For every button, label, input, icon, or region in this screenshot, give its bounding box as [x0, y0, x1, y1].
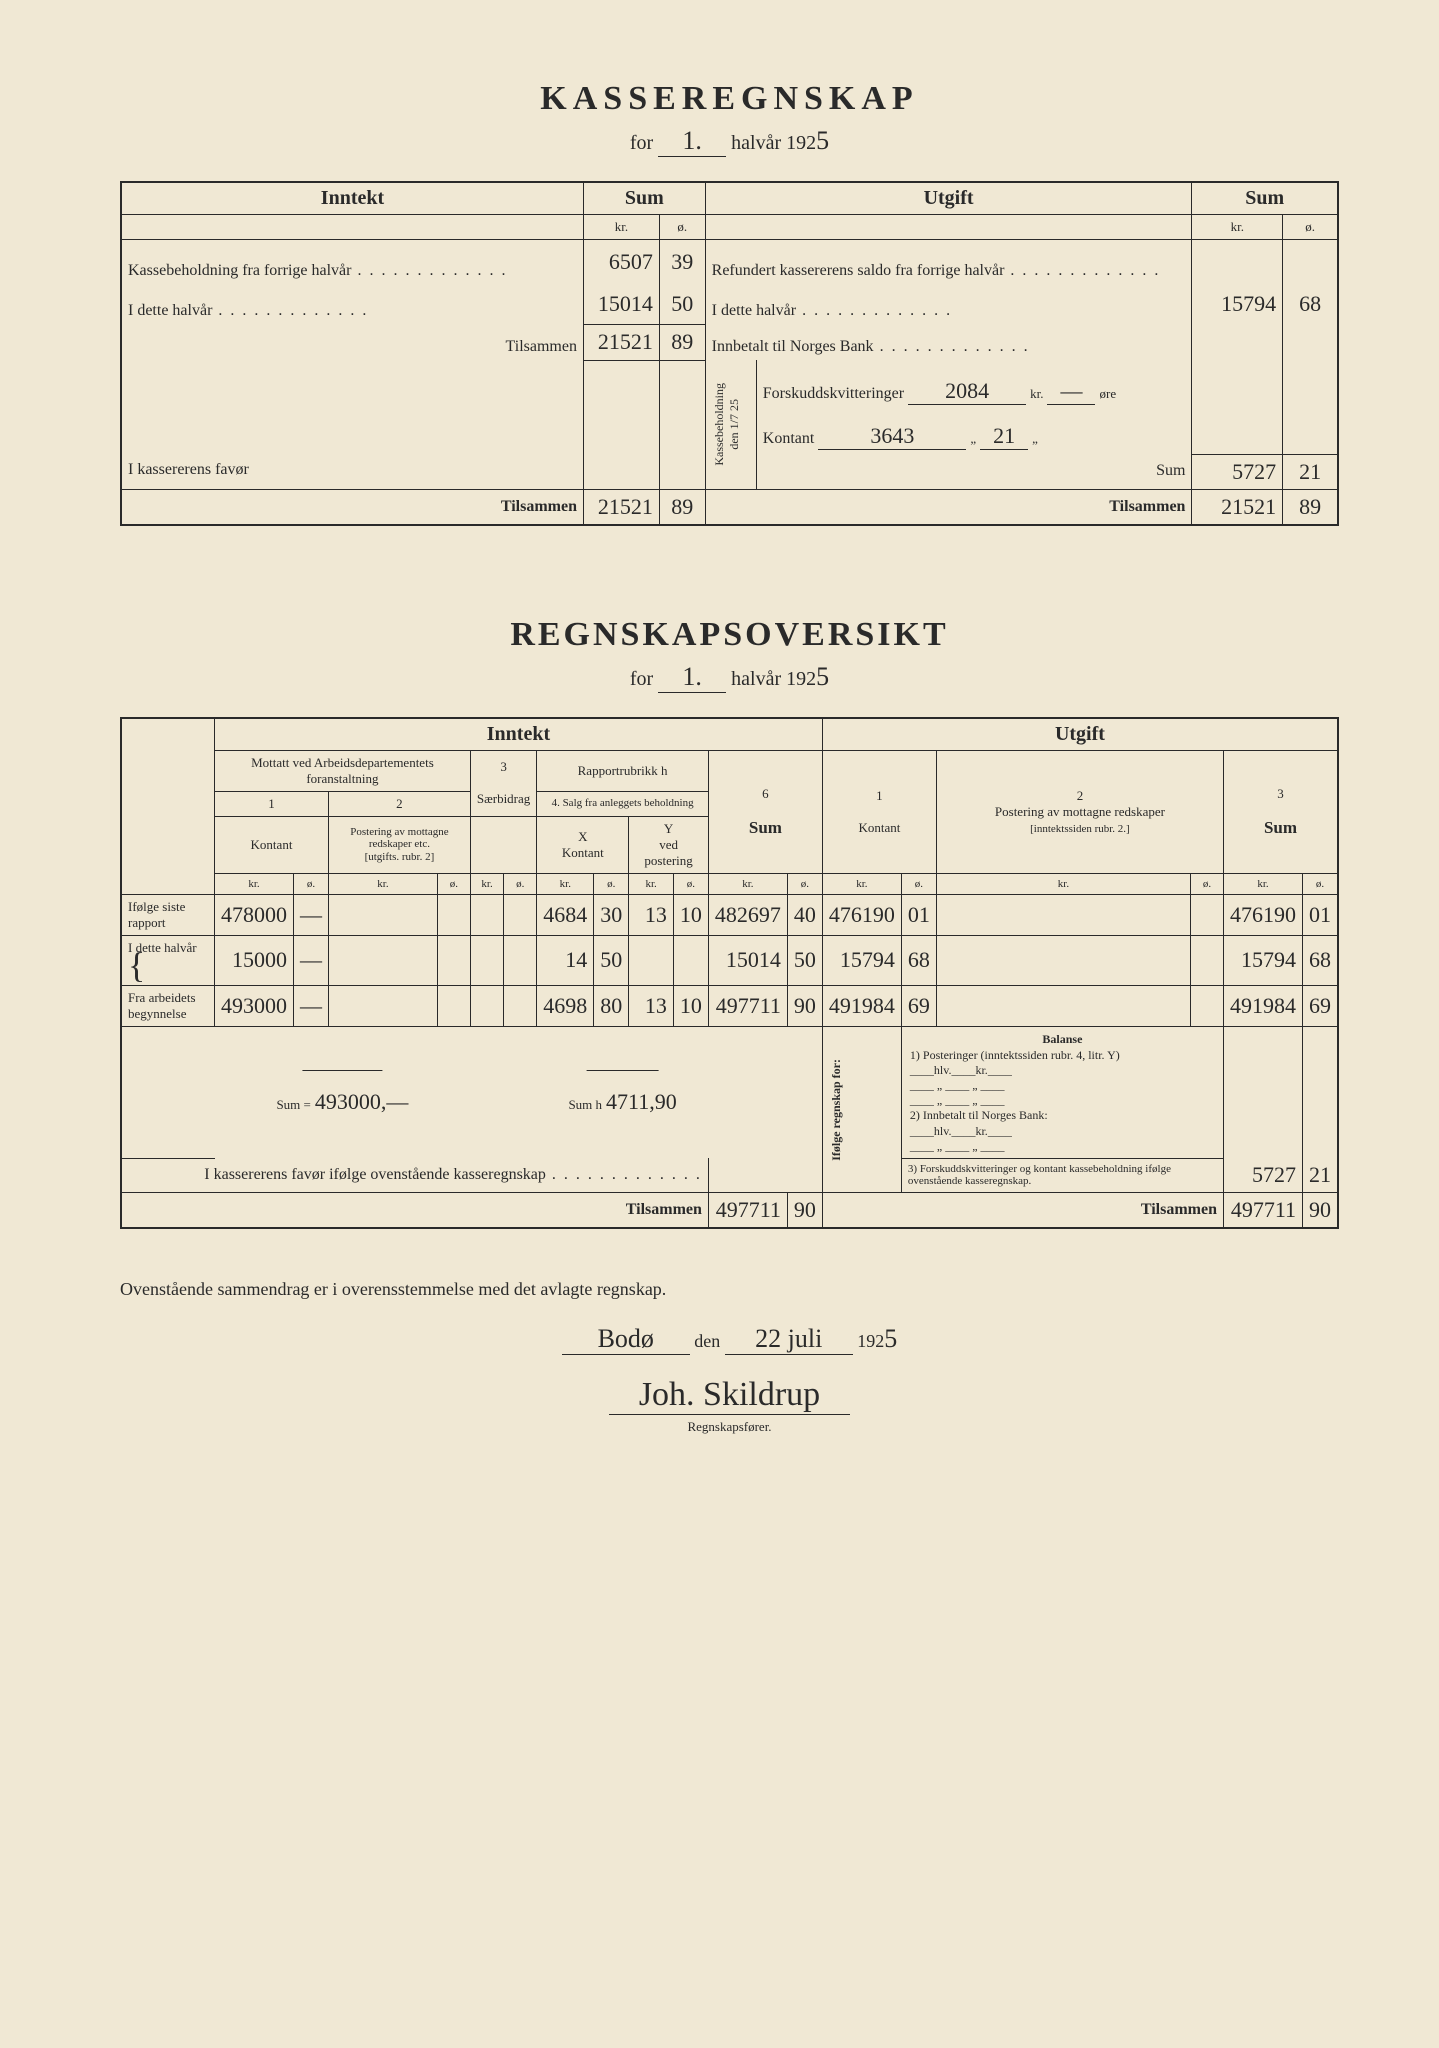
v-89: 89 [659, 324, 705, 360]
kontant-ore: 21 [980, 423, 1028, 450]
y-lbl: Yved postering [629, 816, 709, 873]
th2-inntekt: Inntekt [215, 718, 823, 751]
th2-utgift: Utgift [822, 718, 1338, 751]
regnskapsoversikt-table: Inntekt Utgift Mottatt ved Arbeidsdepart… [120, 717, 1339, 1230]
bal3-kr: 5727 [1223, 1158, 1302, 1193]
year-digit: 5 [816, 126, 829, 155]
signature-area: Bodø den 22 juli 1925 Joh. Skildrup Regn… [120, 1324, 1339, 1436]
ore-label: ø. [659, 215, 705, 240]
row-idette: I dette halvår [128, 302, 368, 319]
subtitle-1: for 1. halvår 1925 [120, 126, 1339, 157]
tils-l: Tilsammen [121, 1193, 708, 1229]
row-idette-r: I dette halvår [712, 302, 952, 319]
v-68: 68 [1283, 284, 1338, 324]
balanse-title: Balanse [906, 1031, 1219, 1048]
rapport-label: Rapportrubrikk h [537, 750, 709, 791]
v-15794: 15794 [1192, 284, 1283, 324]
sumeq: Sum = [276, 1097, 310, 1112]
forskudd-ore: — [1047, 378, 1095, 405]
favor-label: I kassererens favør ifølge ovenstående k… [204, 1166, 702, 1183]
u-col1: 1Kontant [822, 750, 936, 873]
tot-l-o: 89 [659, 489, 705, 525]
year-d: 5 [884, 1324, 897, 1353]
row-favor: I kassererens favør [128, 461, 249, 478]
bal3-o: 21 [1303, 1158, 1339, 1193]
place: Bodø [562, 1324, 690, 1355]
title-regnskapsoversikt: REGNSKAPSOVERSIKT [120, 616, 1339, 654]
tils2-kr: 497711 [1223, 1193, 1302, 1229]
table-row: I dette halvår { 15000— 1450 1501450 157… [121, 935, 1338, 985]
th-utgift: Utgift [705, 182, 1192, 215]
sum-5727: 5727 [1192, 454, 1283, 489]
forskudd-label: Forskuddskvitteringer [763, 385, 904, 402]
tot-l-kr: 21521 [583, 489, 659, 525]
table-row: Fra arbeidets begynnelse 493000— 469880 … [121, 985, 1338, 1026]
row-innbetalt: Innbetalt til Norges Bank [712, 338, 1030, 355]
balance-box: Balanse 1) Posteringer (inntektssiden ru… [906, 1031, 1219, 1154]
kr-unit: kr. [1030, 386, 1043, 401]
year-prefix: 192 [857, 1331, 884, 1351]
subtitle-2: for 1. halvår 1925 [120, 662, 1339, 693]
kontant-label: Kontant [763, 430, 815, 447]
for-label: for [630, 132, 653, 154]
tilsammen-left: Tilsammen [121, 324, 583, 360]
tils1-kr: 497711 [708, 1193, 787, 1229]
row-kassebeholdning: Kassebeholdning fra forrige halvår [128, 262, 507, 279]
kontant-lbl: Kontant [215, 816, 329, 873]
signature: Joh. Skildrup [609, 1376, 850, 1415]
tot-r-kr: 21521 [1192, 489, 1283, 525]
tils-r: Tilsammen [822, 1193, 1223, 1229]
sumh: Sum h [568, 1097, 602, 1112]
col3: 3Særbidrag [470, 750, 536, 816]
halvar-label: halvår 192 [731, 132, 816, 154]
v-50: 50 [659, 284, 705, 324]
ore-label-r: ø. [1283, 215, 1338, 240]
row-refundert: Refundert kassererens saldo fra forrige … [712, 262, 1161, 279]
ore-unit: øre [1099, 386, 1116, 401]
v-15014: 15014 [583, 284, 659, 324]
den: den [694, 1331, 720, 1351]
footer-text: Ovenstående sammendrag er i overensstemm… [120, 1279, 1339, 1300]
sum-label: Sum [756, 454, 1192, 489]
forskudd-kr: 2084 [908, 378, 1026, 405]
th-sum-left: Sum [583, 182, 705, 215]
u-col2: 2Postering av mottagne redskaper[inntekt… [936, 750, 1223, 873]
th-inntekt: Inntekt [121, 182, 583, 215]
postering-lbl: Postering av mottagne redskaper etc.[utg… [329, 816, 471, 873]
date: 22 juli [725, 1324, 853, 1355]
v-39: 39 [659, 240, 705, 285]
role: Regnskapsfører. [687, 1419, 771, 1434]
v-6507: 6507 [583, 240, 659, 285]
kassebeholdning-vertical: Kassebeholdningden 1/7 25 [712, 383, 742, 466]
sub-2: 2 [329, 791, 471, 816]
ifolge-vertical: Ifølge regnskap for: [829, 1059, 844, 1161]
sum-21: 21 [1283, 454, 1338, 489]
title-kasseregnskap: KASSEREGNSKAP [120, 80, 1339, 118]
tilsammen-bl: Tilsammen [121, 489, 583, 525]
halvar-number: 1. [658, 126, 726, 157]
kasseregnskap-table: Inntekt Sum Utgift Sum kr. ø. kr. ø. Kas… [120, 181, 1339, 526]
v-21521: 21521 [583, 324, 659, 360]
tot-r-o: 89 [1283, 489, 1338, 525]
tils2-o: 90 [1303, 1193, 1339, 1229]
tils1-o: 90 [787, 1193, 822, 1229]
kr-label: kr. [583, 215, 659, 240]
sub-1: 1 [215, 791, 329, 816]
kontant-kr: 3643 [818, 423, 966, 450]
sumeq-val: 493000,— [315, 1089, 409, 1114]
table-row: Ifølge siste rapport 478000— 468430 1310… [121, 894, 1338, 935]
mottatt-label: Mottatt ved Arbeidsdepartementets forans… [215, 750, 471, 791]
document-page: KASSEREGNSKAP for 1. halvår 1925 Inntekt… [0, 0, 1439, 2048]
x-lbl: XKontant [537, 816, 629, 873]
kr-label-r: kr. [1192, 215, 1283, 240]
salg-label: 4. Salg fra anleggets beholdning [537, 791, 709, 816]
u-col3: 3Sum [1223, 750, 1338, 873]
tilsammen-br: Tilsammen [705, 489, 1192, 525]
th-sum-right: Sum [1192, 182, 1338, 215]
col6: 6Sum [708, 750, 822, 873]
bal3: 3) Forskuddskvitteringer og kontant kass… [901, 1158, 1223, 1193]
sumh-val: 4711,90 [606, 1089, 677, 1114]
